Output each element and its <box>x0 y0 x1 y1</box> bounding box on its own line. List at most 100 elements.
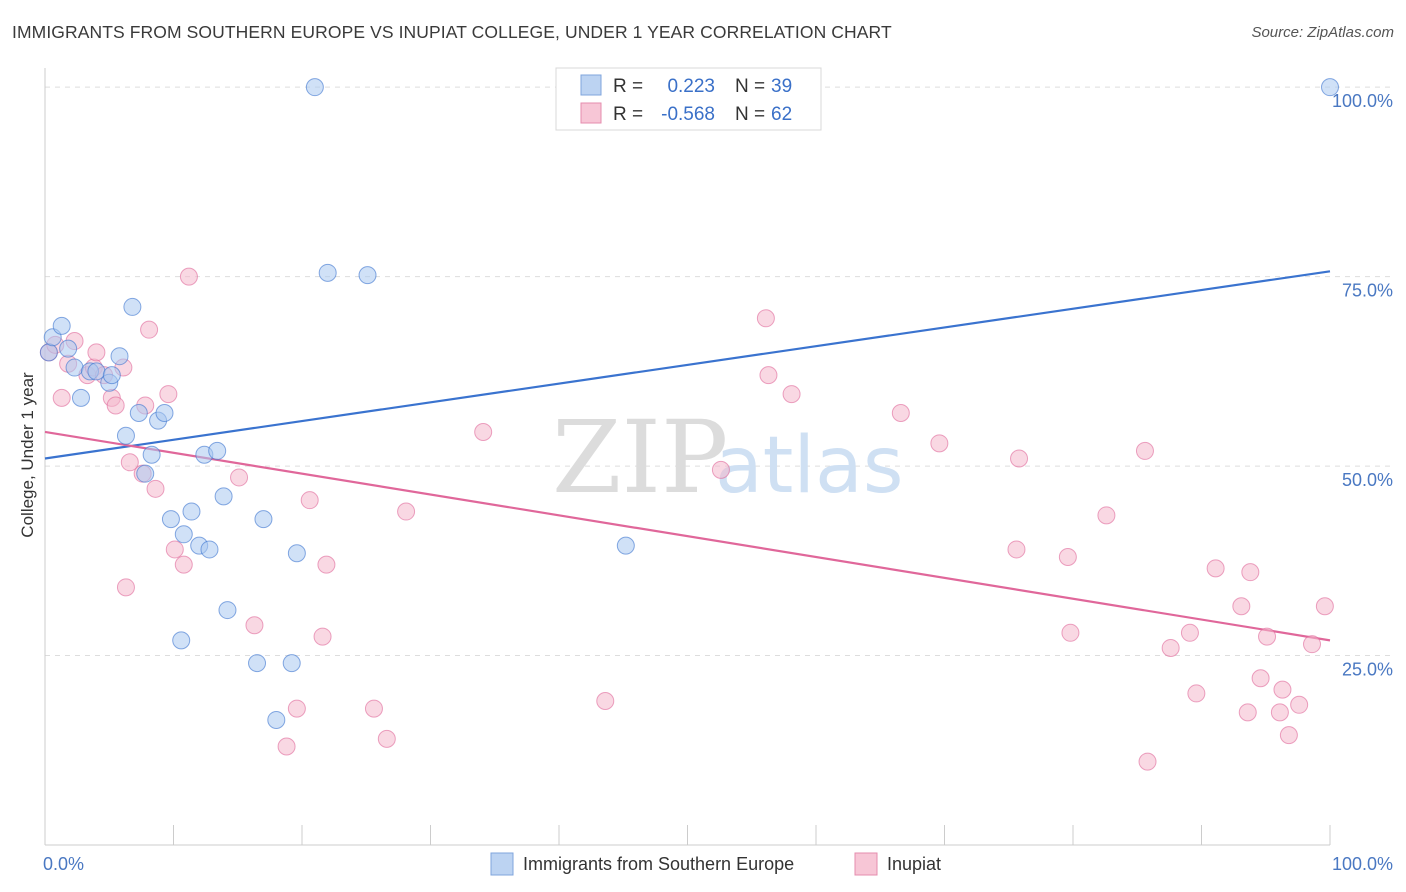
southern-europe-point <box>318 263 337 282</box>
inupiat-point <box>179 267 198 286</box>
inupiat-point <box>287 699 306 718</box>
southern-europe-point <box>248 654 267 673</box>
y-axis-label: College, Under 1 year <box>18 372 37 538</box>
watermark-zip: ZIP <box>552 399 728 516</box>
inupiat-point <box>1161 638 1180 657</box>
southern-europe-point <box>39 343 58 362</box>
southern-europe-point <box>142 445 161 464</box>
legend-n-value-2: 62 <box>771 104 792 125</box>
legend-n-label-2: N = <box>735 104 765 125</box>
inupiat-point <box>1303 635 1322 654</box>
southern-europe-point <box>208 441 227 460</box>
inupiat-point <box>474 422 493 441</box>
inupiat-point <box>711 460 730 479</box>
inupiat-point <box>1187 684 1206 703</box>
y-tick-label: 25.0% <box>1342 660 1393 680</box>
inupiat-point <box>1241 563 1260 582</box>
inupiat-point <box>245 616 264 635</box>
inupiat-point <box>1251 669 1270 688</box>
inupiat-point <box>300 491 319 510</box>
inupiat-point <box>782 385 801 404</box>
y-tick-label: 75.0% <box>1342 281 1393 301</box>
inupiat-point <box>1279 726 1298 745</box>
inupiat-point <box>1273 680 1292 699</box>
southern-europe-point <box>65 358 84 377</box>
inupiat-point <box>1058 548 1077 567</box>
inupiat-point <box>891 404 910 423</box>
x-tick-label: 100.0% <box>1332 854 1393 874</box>
inupiat-point <box>106 396 125 415</box>
watermark: ZIP atlas <box>552 399 904 516</box>
y-tick-label: 50.0% <box>1342 470 1393 490</box>
inupiat-point <box>756 309 775 328</box>
axes <box>44 68 1331 846</box>
inupiat-point <box>1138 752 1157 771</box>
inupiat-point <box>397 502 416 521</box>
inupiat-point <box>116 578 135 597</box>
southern-europe-point <box>267 710 286 729</box>
southern-europe-point <box>214 487 233 506</box>
inupiat-point <box>165 540 184 559</box>
gridlines <box>45 86 1393 657</box>
trend-line-inupiat <box>44 430 1331 642</box>
southern-europe-point <box>172 631 191 650</box>
inupiat-point <box>1290 695 1309 714</box>
series-legend: Immigrants from Southern Europe Inupiat <box>490 852 941 876</box>
inupiat-points <box>39 267 1334 771</box>
inupiat-point <box>230 468 249 487</box>
inupiat-point <box>313 627 332 646</box>
southern-europe-point <box>116 426 135 445</box>
watermark-atlas: atlas <box>715 421 904 511</box>
southern-europe-point <box>161 510 180 529</box>
southern-europe-point <box>71 388 90 407</box>
inupiat-point <box>1270 703 1289 722</box>
trend-lines <box>44 270 1331 642</box>
southern-europe-point <box>358 266 377 285</box>
inupiat-point <box>1180 623 1199 642</box>
southern-europe-point <box>1321 78 1339 97</box>
bottom-legend-swatch-blue <box>490 852 514 876</box>
inupiat-point <box>377 729 396 748</box>
inupiat-point <box>174 555 193 574</box>
southern-europe-point <box>59 339 78 358</box>
southern-europe-point <box>129 404 148 423</box>
southern-europe-point <box>155 404 174 423</box>
southern-europe-point <box>110 347 129 366</box>
inupiat-point <box>930 434 949 453</box>
inupiat-point <box>146 479 165 498</box>
inupiat-point <box>1135 441 1154 460</box>
bottom-legend-swatch-pink <box>854 852 878 876</box>
legend-swatch-blue <box>580 74 602 96</box>
correlation-legend: R = 0.223 N = 39 R = -0.568 N = 62 <box>555 67 822 131</box>
inupiat-point <box>317 555 336 574</box>
legend-r-label-2: R = <box>613 104 643 125</box>
legend-n-label-1: N = <box>735 76 765 97</box>
legend-r-value-1: 0.223 <box>667 76 715 97</box>
bottom-legend-label-blue: Immigrants from Southern Europe <box>523 854 794 874</box>
inupiat-point <box>1097 506 1116 525</box>
inupiat-point <box>140 320 159 339</box>
southern-europe-point <box>182 502 201 521</box>
legend-r-value-2: -0.568 <box>661 104 715 125</box>
inupiat-point <box>596 692 615 711</box>
southern-europe-point <box>282 654 301 673</box>
inupiat-point <box>52 388 71 407</box>
inupiat-point <box>120 453 139 472</box>
legend-r-label-1: R = <box>613 76 643 97</box>
y-tick-label: 100.0% <box>1332 91 1393 111</box>
southern-europe-point <box>52 316 71 335</box>
southern-europe-point <box>616 536 635 555</box>
y-tick-labels: 25.0% 50.0% 75.0% 100.0% <box>1332 91 1393 679</box>
southern-europe-point <box>218 601 237 620</box>
southern-europe-point <box>174 525 193 544</box>
inupiat-point <box>1232 597 1251 616</box>
southern-europe-point <box>123 297 142 316</box>
legend-n-value-1: 39 <box>771 76 792 97</box>
inupiat-point <box>1206 559 1225 578</box>
southern-europe-point <box>200 540 219 559</box>
inupiat-point <box>277 737 296 756</box>
southern-europe-points <box>39 78 1339 729</box>
x-tick-label: 0.0% <box>43 854 84 874</box>
inupiat-point <box>1010 449 1029 468</box>
southern-europe-point <box>287 544 306 563</box>
